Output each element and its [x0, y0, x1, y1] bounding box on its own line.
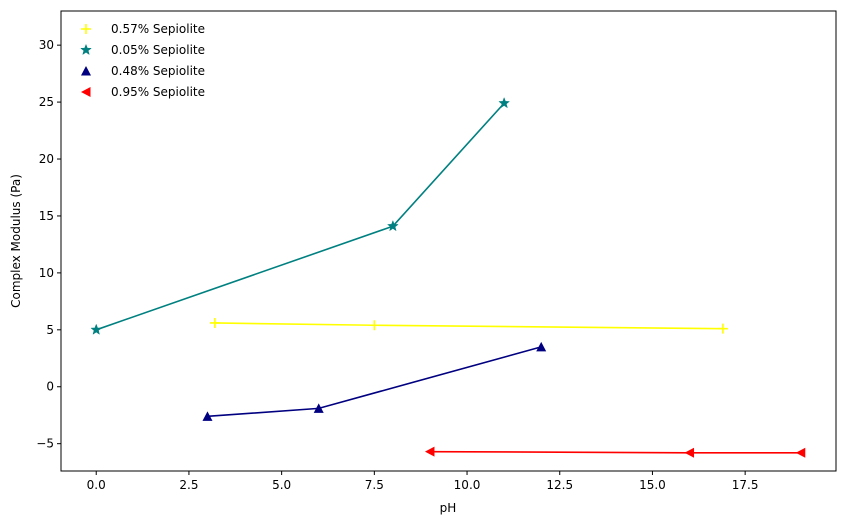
- y-axis-ticks: −5 0 5 10 15 20 25 30: [36, 38, 61, 451]
- x-tick-label: 10.0: [454, 478, 481, 492]
- y-tick-label: 5: [46, 323, 54, 337]
- x-tick-label: 15.0: [639, 478, 666, 492]
- legend-item: 0.95% Sepiolite: [81, 85, 205, 99]
- plot-frame: [60, 10, 837, 472]
- data-point: [209, 317, 220, 328]
- series-line: [429, 450, 801, 454]
- y-axis-title: Complex Modulus (Pa): [9, 174, 23, 308]
- data-point: [386, 219, 399, 232]
- y-tick-label: −5: [36, 437, 54, 451]
- y-tick-label: 15: [39, 209, 54, 223]
- data-point: [90, 323, 103, 335]
- x-axis-ticks: 0.0 2.5 5.0 7.5 10.0 12.5 15.0 17.5: [87, 471, 759, 492]
- data-point: [717, 323, 728, 334]
- legend-label: 0.48% Sepiolite: [111, 64, 205, 78]
- legend: 0.57% Sepiolite 0.05% Sepiolite 0.48% Sepi…: [80, 22, 205, 99]
- x-tick-label: 2.5: [179, 478, 198, 492]
- x-tick-label: 7.5: [365, 478, 384, 492]
- series-1: [90, 97, 511, 335]
- data-point: [684, 447, 695, 458]
- x-tick-label: 5.0: [272, 478, 291, 492]
- y-tick-label: 20: [39, 152, 54, 166]
- legend-marker: [81, 87, 91, 97]
- x-tick-label: 17.5: [732, 478, 759, 492]
- x-axis-title: pH: [440, 501, 457, 515]
- data-point: [202, 411, 213, 421]
- y-tick-label: 10: [39, 266, 54, 280]
- data-point: [424, 446, 435, 457]
- series-line: [214, 322, 723, 330]
- y-tick-label: 25: [39, 95, 54, 109]
- legend-label: 0.95% Sepiolite: [111, 85, 205, 99]
- series-line: [207, 346, 542, 418]
- legend-marker: [81, 66, 91, 76]
- series-2: [202, 341, 547, 421]
- data-point: [536, 341, 547, 352]
- x-tick-label: 12.5: [546, 478, 573, 492]
- series-layer: [90, 97, 806, 458]
- legend-marker: [81, 24, 91, 34]
- series-3: [424, 446, 806, 458]
- legend-label: 0.57% Sepiolite: [111, 22, 205, 36]
- series-line: [95, 102, 505, 331]
- series-0: [209, 317, 728, 334]
- legend-item: 0.57% Sepiolite: [81, 22, 205, 36]
- data-point: [498, 97, 511, 109]
- data-point: [313, 403, 324, 413]
- legend-item: 0.05% Sepiolite: [80, 43, 205, 57]
- legend-label: 0.05% Sepiolite: [111, 43, 205, 57]
- y-tick-label: 30: [39, 38, 54, 52]
- x-tick-label: 0.0: [87, 478, 106, 492]
- data-point: [369, 320, 380, 331]
- legend-marker: [80, 43, 92, 56]
- data-point: [795, 447, 806, 458]
- y-tick-label: 0: [46, 380, 54, 394]
- legend-item: 0.48% Sepiolite: [81, 64, 205, 78]
